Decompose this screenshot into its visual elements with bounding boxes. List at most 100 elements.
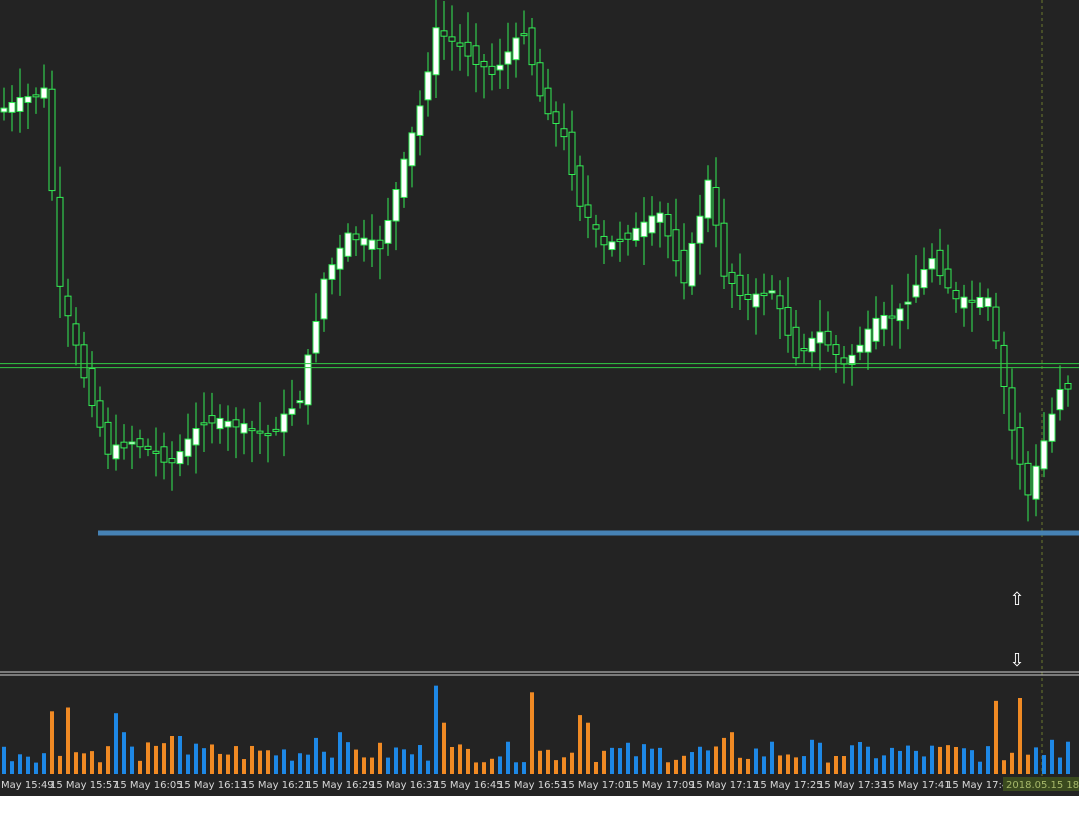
candle-body (1064, 383, 1072, 390)
candle-body (16, 97, 24, 112)
volume-bar (322, 751, 326, 774)
candle-body (336, 247, 344, 270)
volume-bar (258, 750, 262, 774)
candle-body (32, 94, 40, 98)
time-tick-label: 15 May 17:49 (946, 780, 1015, 791)
chart-background (0, 0, 1079, 796)
candle-body (664, 214, 672, 237)
volume-bar (818, 742, 822, 774)
volume-bar (210, 744, 214, 774)
candle-body (688, 242, 696, 287)
volume-bar (474, 762, 478, 774)
volume-bar (370, 757, 374, 774)
volume-bar (490, 758, 494, 774)
volume-bar (154, 745, 158, 774)
volume-bar (682, 755, 686, 774)
candle-body (96, 400, 104, 428)
volume-bar (714, 746, 718, 774)
candle-body (888, 315, 896, 319)
volume-bar (930, 745, 934, 774)
volume-bar (538, 750, 542, 774)
candle-body (504, 51, 512, 65)
candles-layer (0, 0, 1072, 522)
volume-bar (146, 742, 150, 774)
candle-body (328, 264, 336, 280)
candle-body (280, 413, 288, 433)
volume-bar (202, 748, 206, 774)
candle-body (240, 423, 248, 434)
candle-body (592, 224, 600, 230)
candle-body (768, 290, 776, 294)
time-tick-label: 15 May 17:17 (690, 780, 759, 791)
volume-bar (82, 753, 86, 774)
horizontal-lines-layer[interactable] (0, 363, 1079, 536)
time-tick-label: 15 May 16:45 (434, 780, 503, 791)
candle-body (912, 284, 920, 298)
volume-bar (194, 743, 198, 774)
volume-bar (410, 754, 414, 774)
volume-bar (858, 742, 862, 774)
volume-bar (42, 753, 46, 774)
candle-body (672, 229, 680, 262)
volume-bar (346, 742, 350, 774)
volume-bar (290, 760, 294, 774)
time-tick-label: 15 May 17:25 (754, 780, 823, 791)
candle-body (904, 301, 912, 305)
candle-body (800, 348, 808, 352)
volume-bar (794, 757, 798, 774)
volume-bar (418, 745, 422, 774)
volume-bar (282, 749, 286, 774)
volume-bar (706, 750, 710, 774)
volume-bar (386, 757, 390, 774)
candle-body (744, 293, 752, 300)
volume-bar (874, 758, 878, 774)
candle-body (384, 219, 392, 244)
candle-body (816, 331, 824, 344)
volume-bar (786, 754, 790, 774)
time-tick-label: 15 May 16:53 (498, 780, 567, 791)
candle-body (312, 320, 320, 354)
volume-bar (378, 742, 382, 774)
volume-bar (602, 750, 606, 774)
candle-body (640, 221, 648, 238)
volume-bar (162, 743, 166, 774)
volume-bar (338, 732, 342, 774)
candle-body (360, 237, 368, 246)
candle-body (1048, 413, 1056, 442)
volume-bar (834, 756, 838, 774)
candle-body (424, 71, 432, 101)
volume-bar (26, 756, 30, 774)
volume-bar (250, 745, 254, 774)
candle-body (752, 293, 760, 308)
candle-body (712, 187, 720, 226)
volume-bar (178, 736, 182, 774)
candle-body (392, 189, 400, 222)
volume-bar (458, 744, 462, 774)
candle-body (144, 445, 152, 450)
candle-body (296, 400, 304, 404)
volume-bar (658, 747, 662, 774)
candle-body (264, 433, 272, 437)
volume-bar (1002, 760, 1006, 774)
volume-bar (186, 754, 190, 774)
volume-bar (106, 746, 110, 774)
volume-bar (890, 747, 894, 774)
candle-body (184, 438, 192, 457)
candle-body (696, 215, 704, 244)
volume-bar (634, 756, 638, 774)
volume-bar (626, 742, 630, 774)
signal-arrows-layer: ⇧⇩ (1009, 589, 1024, 671)
volume-bar (122, 732, 126, 774)
candle-body (952, 290, 960, 300)
candle-body (448, 36, 456, 42)
volume-bar (746, 758, 750, 774)
volume-bar (10, 761, 14, 774)
candle-body (400, 158, 408, 198)
candle-body (136, 438, 144, 448)
candle-body (168, 458, 176, 464)
candle-body (304, 354, 312, 406)
candle-body (632, 227, 640, 241)
candle-body (432, 27, 440, 76)
volume-bar (2, 746, 6, 774)
